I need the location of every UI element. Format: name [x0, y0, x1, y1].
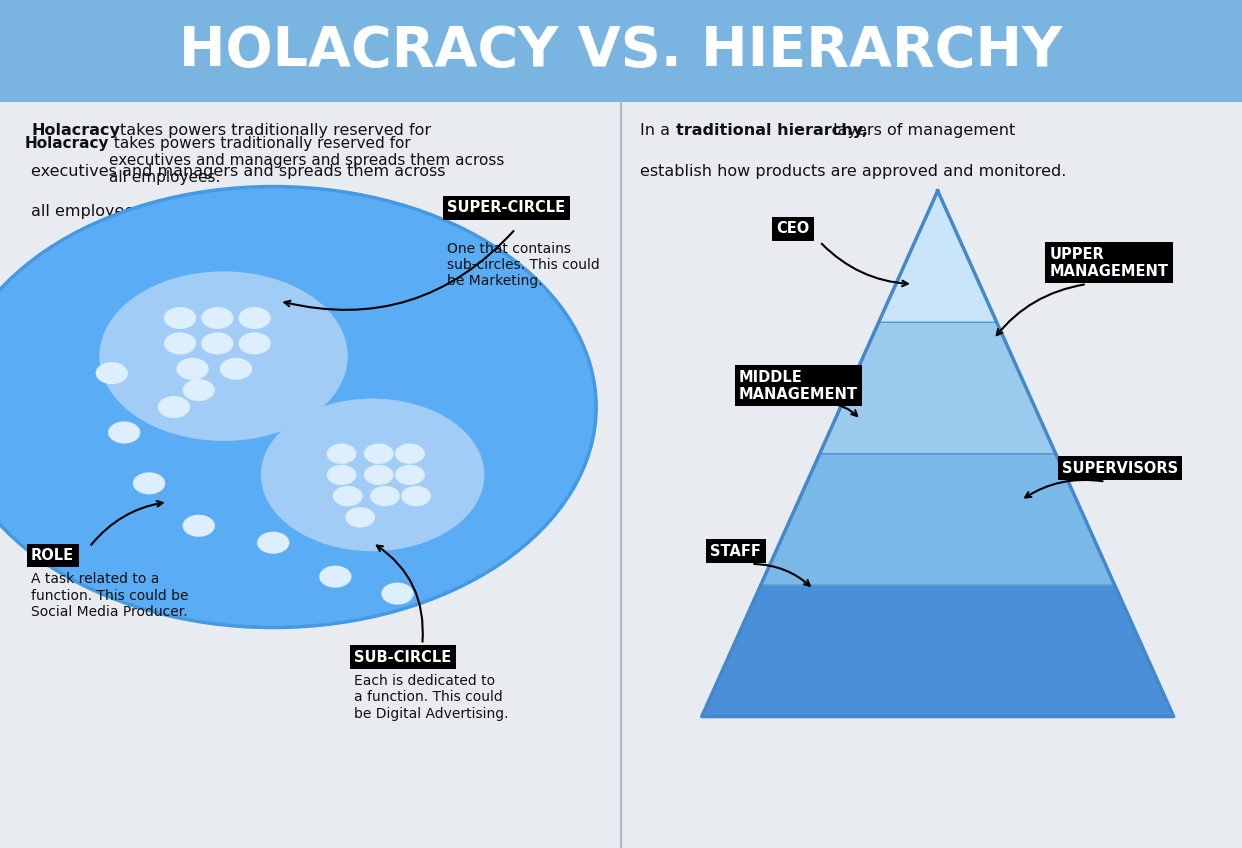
Circle shape [158, 396, 190, 418]
Circle shape [164, 307, 196, 329]
Text: takes powers traditionally reserved for: takes powers traditionally reserved for [120, 123, 432, 138]
Text: Holacracy: Holacracy [25, 136, 109, 151]
Polygon shape [702, 585, 1174, 717]
Circle shape [364, 465, 394, 485]
Circle shape [257, 532, 289, 554]
Circle shape [164, 332, 196, 354]
Circle shape [183, 515, 215, 537]
Circle shape [108, 421, 140, 444]
Circle shape [327, 465, 356, 485]
Circle shape [364, 444, 394, 464]
Circle shape [319, 566, 351, 588]
Circle shape [220, 358, 252, 380]
Text: SUB-CIRCLE: SUB-CIRCLE [354, 650, 451, 665]
Text: traditional hierarchy,: traditional hierarchy, [676, 123, 868, 138]
Circle shape [381, 583, 414, 605]
Circle shape [238, 332, 271, 354]
Circle shape [133, 472, 165, 494]
Circle shape [370, 486, 400, 506]
Circle shape [261, 399, 484, 551]
Text: layers of management: layers of management [828, 123, 1016, 138]
Text: Each is dedicated to
a function. This could
be Digital Advertising.: Each is dedicated to a function. This co… [354, 674, 508, 721]
Text: ROLE: ROLE [31, 548, 75, 563]
Circle shape [345, 507, 375, 527]
Text: A task related to a
function. This could be
Social Media Producer.: A task related to a function. This could… [31, 572, 189, 619]
Circle shape [333, 486, 363, 506]
Text: SUPER-CIRCLE: SUPER-CIRCLE [447, 200, 565, 215]
Polygon shape [760, 454, 1115, 585]
Text: SUPERVISORS: SUPERVISORS [1062, 460, 1177, 476]
Circle shape [201, 307, 233, 329]
Text: HOLACRACY VS. HIERARCHY: HOLACRACY VS. HIERARCHY [179, 24, 1063, 78]
Circle shape [238, 307, 271, 329]
Polygon shape [820, 322, 1056, 454]
Text: MIDDLE
MANAGEMENT: MIDDLE MANAGEMENT [739, 370, 858, 402]
Circle shape [401, 486, 431, 506]
Text: takes powers traditionally reserved for
executives and managers and spreads them: takes powers traditionally reserved for … [109, 136, 504, 186]
Text: Holacracy: Holacracy [31, 123, 120, 138]
Text: all employees.: all employees. [31, 204, 148, 220]
Circle shape [99, 271, 348, 441]
Text: In a: In a [640, 123, 674, 138]
Text: CEO: CEO [776, 221, 810, 237]
Circle shape [395, 444, 425, 464]
Circle shape [183, 379, 215, 401]
Polygon shape [879, 191, 996, 322]
Circle shape [327, 444, 356, 464]
Circle shape [96, 362, 128, 384]
Circle shape [176, 358, 209, 380]
Circle shape [395, 465, 425, 485]
Text: establish how products are approved and monitored.: establish how products are approved and … [640, 164, 1066, 179]
Text: UPPER
MANAGEMENT: UPPER MANAGEMENT [1049, 247, 1169, 279]
Text: STAFF: STAFF [710, 544, 761, 559]
Text: executives and managers and spreads them across: executives and managers and spreads them… [31, 164, 446, 179]
Circle shape [201, 332, 233, 354]
Text: One that contains
sub-circles. This could
be Marketing.: One that contains sub-circles. This coul… [447, 242, 600, 288]
FancyBboxPatch shape [0, 0, 1242, 102]
Circle shape [0, 187, 596, 628]
